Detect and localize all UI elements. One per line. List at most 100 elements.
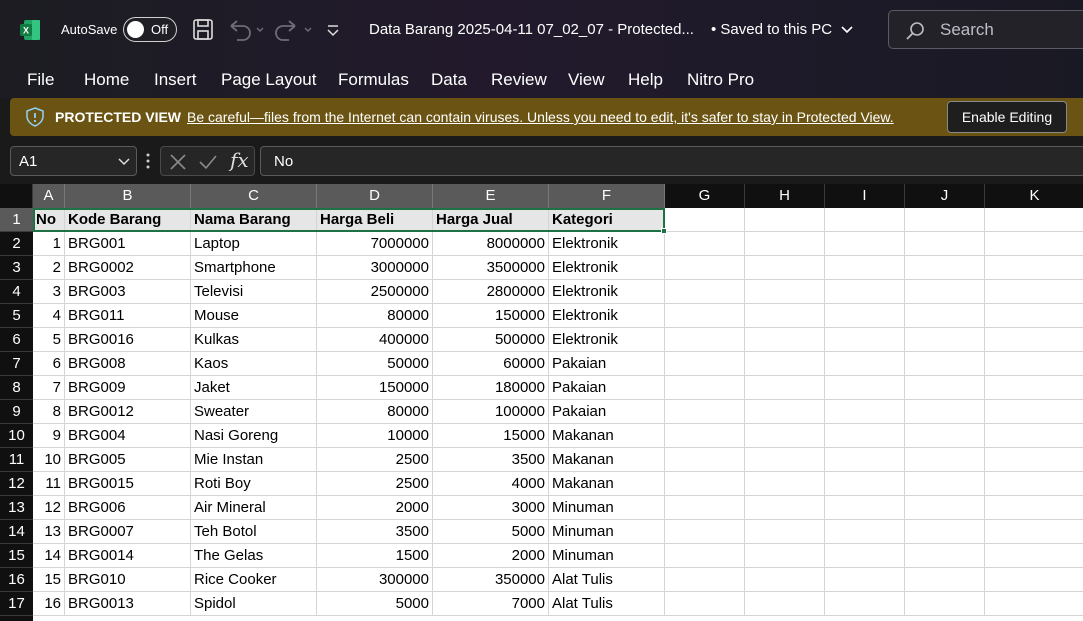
- row-header-14[interactable]: 14: [0, 520, 33, 544]
- table-cell[interactable]: BRG0002: [65, 256, 191, 280]
- table-header-cell[interactable]: Kategori: [549, 208, 665, 232]
- table-cell[interactable]: [825, 424, 905, 448]
- row-header-4[interactable]: 4: [0, 280, 33, 304]
- table-cell[interactable]: [665, 232, 745, 256]
- table-cell[interactable]: [905, 376, 985, 400]
- table-cell[interactable]: Pakaian: [549, 376, 665, 400]
- select-all-corner[interactable]: [0, 184, 33, 208]
- table-cell[interactable]: [905, 328, 985, 352]
- table-cell[interactable]: [745, 544, 825, 568]
- table-cell[interactable]: [825, 304, 905, 328]
- table-cell[interactable]: [665, 544, 745, 568]
- table-cell[interactable]: Alat Tulis: [549, 568, 665, 592]
- protected-view-message-link[interactable]: Be careful—files from the Internet can c…: [187, 109, 894, 125]
- table-cell[interactable]: BRG0013: [65, 592, 191, 616]
- table-cell[interactable]: [905, 424, 985, 448]
- table-cell[interactable]: [665, 400, 745, 424]
- tab-file[interactable]: File: [27, 70, 55, 89]
- table-cell[interactable]: BRG0012: [65, 400, 191, 424]
- table-cell[interactable]: [745, 256, 825, 280]
- table-cell[interactable]: [745, 304, 825, 328]
- table-cell[interactable]: Jaket: [191, 376, 317, 400]
- table-cell[interactable]: [985, 544, 1083, 568]
- table-cell[interactable]: [745, 448, 825, 472]
- spreadsheet-grid[interactable]: A B C D E F G H I J K 1 2 3 4 5 6 7 8 9 10 11 12 13 14 15 16 17 No Ko…: [0, 184, 1083, 621]
- table-cell[interactable]: [745, 568, 825, 592]
- table-cell[interactable]: Elektronik: [549, 280, 665, 304]
- table-cell[interactable]: 150000: [317, 376, 433, 400]
- table-cell[interactable]: [665, 520, 745, 544]
- autosave-toggle[interactable]: Off: [123, 17, 177, 42]
- row-header-2[interactable]: 2: [0, 232, 33, 256]
- table-cell[interactable]: [745, 280, 825, 304]
- table-header-cell[interactable]: [905, 208, 985, 232]
- table-cell[interactable]: 2800000: [433, 280, 549, 304]
- table-cell[interactable]: [825, 592, 905, 616]
- table-cell[interactable]: [665, 496, 745, 520]
- column-header-f[interactable]: F: [549, 184, 665, 208]
- table-cell[interactable]: Roti Boy: [191, 472, 317, 496]
- column-header-c[interactable]: C: [191, 184, 317, 208]
- table-cell[interactable]: [745, 496, 825, 520]
- redo-icon[interactable]: [274, 17, 316, 43]
- table-cell[interactable]: 2500000: [317, 280, 433, 304]
- table-cell[interactable]: [665, 592, 745, 616]
- enable-editing-button[interactable]: Enable Editing: [947, 101, 1067, 133]
- table-cell[interactable]: [985, 472, 1083, 496]
- row-header-15[interactable]: 15: [0, 544, 33, 568]
- table-cell[interactable]: 5000: [317, 592, 433, 616]
- row-header-17[interactable]: 17: [0, 592, 33, 616]
- table-cell[interactable]: [825, 448, 905, 472]
- saved-status[interactable]: • Saved to this PC: [711, 21, 854, 38]
- table-cell[interactable]: [985, 256, 1083, 280]
- table-cell[interactable]: [665, 304, 745, 328]
- table-cell[interactable]: [745, 232, 825, 256]
- more-options-icon[interactable]: [145, 152, 151, 170]
- table-cell[interactable]: 500000: [433, 328, 549, 352]
- table-cell[interactable]: [745, 592, 825, 616]
- tab-page-layout[interactable]: Page Layout: [221, 70, 317, 89]
- table-cell[interactable]: 7: [33, 376, 65, 400]
- table-cell[interactable]: [745, 400, 825, 424]
- table-cell[interactable]: 150000: [433, 304, 549, 328]
- table-cell[interactable]: 3000000: [317, 256, 433, 280]
- column-header-b[interactable]: B: [65, 184, 191, 208]
- table-cell[interactable]: [745, 328, 825, 352]
- table-cell[interactable]: 10000: [317, 424, 433, 448]
- name-box[interactable]: A1: [10, 146, 137, 176]
- table-cell[interactable]: 7000000: [317, 232, 433, 256]
- table-cell[interactable]: [985, 520, 1083, 544]
- table-cell[interactable]: [985, 592, 1083, 616]
- table-cell[interactable]: BRG001: [65, 232, 191, 256]
- save-icon[interactable]: [192, 17, 214, 43]
- table-cell[interactable]: 80000: [317, 400, 433, 424]
- table-cell[interactable]: BRG011: [65, 304, 191, 328]
- table-cell[interactable]: [825, 376, 905, 400]
- table-cell[interactable]: Makanan: [549, 472, 665, 496]
- cancel-icon[interactable]: [169, 153, 187, 171]
- table-cell[interactable]: Pakaian: [549, 400, 665, 424]
- table-cell[interactable]: 60000: [433, 352, 549, 376]
- table-cell[interactable]: 300000: [317, 568, 433, 592]
- table-cell[interactable]: [985, 352, 1083, 376]
- table-cell[interactable]: 15000: [433, 424, 549, 448]
- table-header-cell[interactable]: Nama Barang: [191, 208, 317, 232]
- table-cell[interactable]: [985, 304, 1083, 328]
- table-cell[interactable]: 6: [33, 352, 65, 376]
- table-cell[interactable]: [905, 544, 985, 568]
- table-cell[interactable]: BRG004: [65, 424, 191, 448]
- table-cell[interactable]: [665, 472, 745, 496]
- table-cell[interactable]: 3000: [433, 496, 549, 520]
- row-header-9[interactable]: 9: [0, 400, 33, 424]
- table-cell[interactable]: 8000000: [433, 232, 549, 256]
- column-header-d[interactable]: D: [317, 184, 433, 208]
- table-cell[interactable]: [665, 568, 745, 592]
- table-cell[interactable]: BRG0014: [65, 544, 191, 568]
- table-cell[interactable]: Elektronik: [549, 232, 665, 256]
- table-cell[interactable]: 14: [33, 544, 65, 568]
- tab-help[interactable]: Help: [628, 70, 663, 89]
- table-header-cell[interactable]: Harga Beli: [317, 208, 433, 232]
- table-cell[interactable]: [665, 448, 745, 472]
- undo-icon[interactable]: [226, 17, 266, 43]
- table-cell[interactable]: [825, 232, 905, 256]
